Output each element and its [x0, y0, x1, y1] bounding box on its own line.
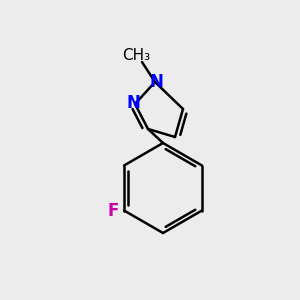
Text: N: N: [126, 94, 140, 112]
Text: N: N: [149, 73, 163, 91]
Text: F: F: [107, 202, 119, 220]
Text: CH₃: CH₃: [122, 49, 150, 64]
